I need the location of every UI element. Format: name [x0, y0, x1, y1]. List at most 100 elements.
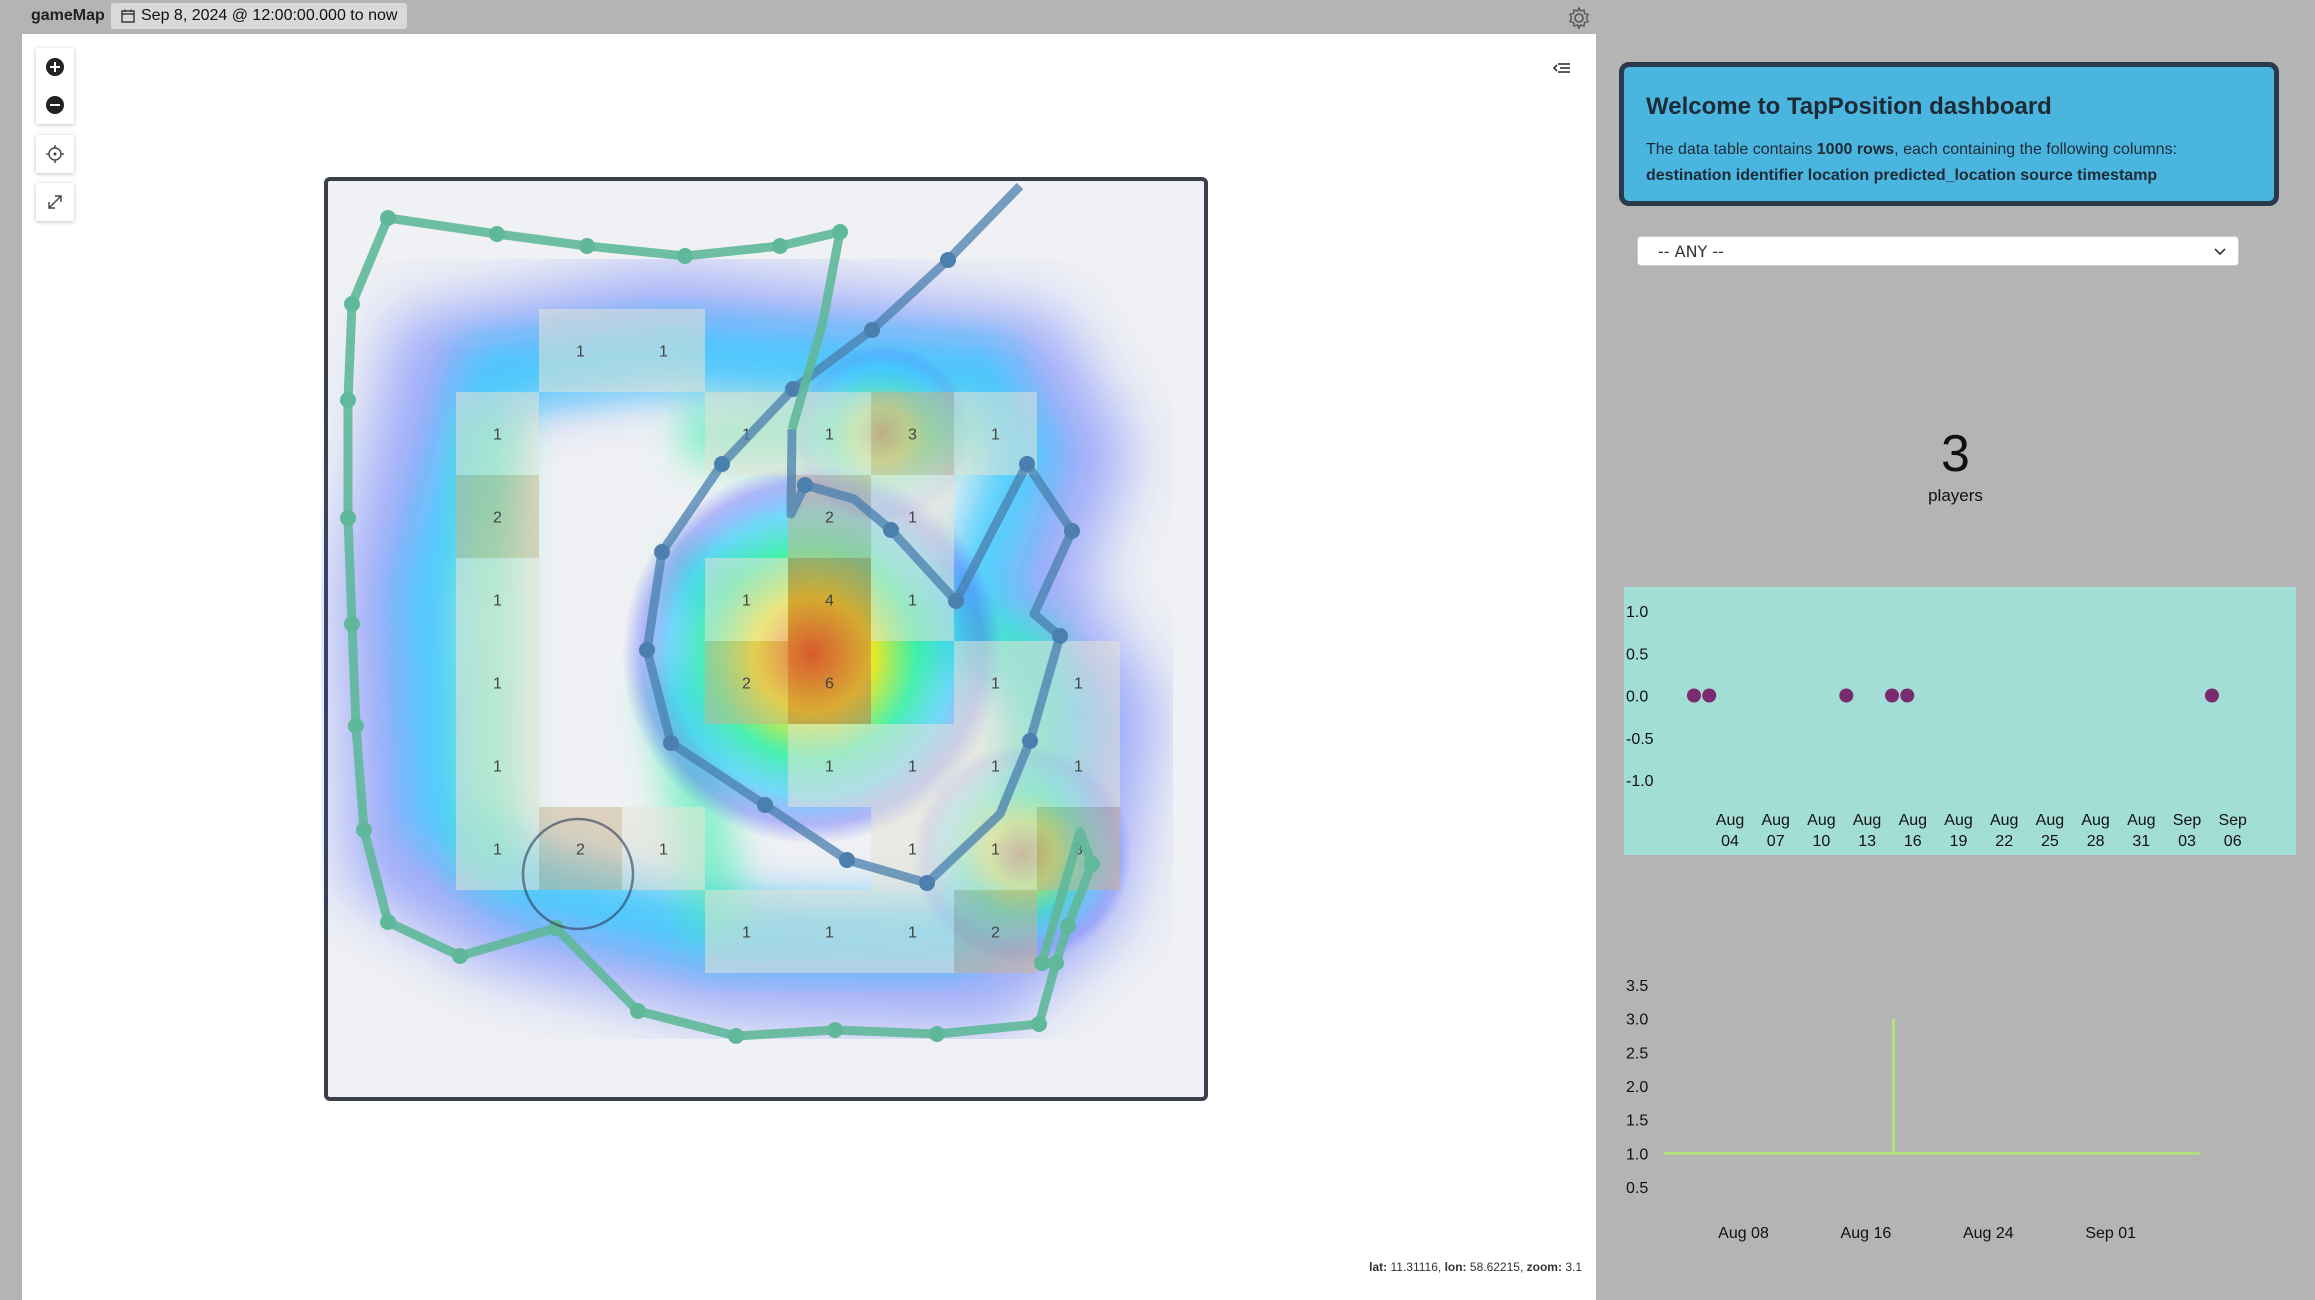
x-tick-label: 10: [1813, 833, 1831, 850]
y-tick-label: 2.0: [1626, 1079, 1648, 1096]
cursor-coordinates: lat: 11.31116, lon: 58.62215, zoom: 3.1: [1369, 1260, 1582, 1274]
x-tick-label: 04: [1721, 833, 1739, 850]
scatter-point: [2204, 688, 2219, 703]
line-chart-svg: 3.5 3.0 2.5 2.0 1.5 1.0 0.5 Aug 08 Aug 16 Aug 24 S…: [1626, 978, 2200, 1242]
scatter-point: [1839, 688, 1854, 703]
y-tick-label: -1.0: [1626, 773, 1654, 790]
x-tick-label: 22: [1995, 833, 2013, 850]
grid-cell-count: 1: [825, 427, 834, 444]
grid-cell: [788, 890, 871, 973]
top-bar: gameMap Sep 8, 2024 @ 12:00:00.000 to no…: [0, 0, 1600, 34]
zoom-out-button[interactable]: [36, 86, 74, 124]
player-count-label: players: [1928, 486, 1983, 505]
lon-label: lon:: [1444, 1260, 1467, 1274]
grid-cell-count: 1: [991, 427, 1000, 444]
dashboard-sidebar: Welcome to TapPosition dashboard The dat…: [1596, 34, 2315, 1300]
app-name: gameMap: [31, 7, 105, 24]
lat-label: lat:: [1369, 1260, 1388, 1274]
gear-icon[interactable]: [1567, 6, 1591, 30]
grid-cell: [954, 641, 1037, 724]
collapse-panel-icon[interactable]: [1550, 56, 1574, 80]
expand-icon: [48, 195, 62, 209]
grid-cell: [788, 641, 871, 724]
grid-cell: [871, 558, 954, 641]
x-tick-label: Sep: [2173, 812, 2202, 829]
y-tick-label: -0.5: [1626, 731, 1654, 748]
time-range-picker[interactable]: Sep 8, 2024 @ 12:00:00.000 to now: [111, 3, 408, 29]
line-chart: 3.5 3.0 2.5 2.0 1.5 1.0 0.5 Aug 08 Aug 16 Aug 24 S…: [1624, 927, 2296, 1257]
calendar-icon: [121, 9, 135, 23]
welcome-text: The data table contains 1000 rows, each …: [1646, 137, 2252, 189]
locate-button[interactable]: [36, 135, 74, 173]
x-tick-label: Aug: [2081, 812, 2109, 829]
zoom-in-button[interactable]: [36, 48, 74, 86]
grid-cell: [539, 309, 622, 392]
grid-cell-count: 1: [493, 593, 502, 610]
grid-cell: [871, 890, 954, 973]
grid-cell-count: 6: [825, 676, 834, 693]
grid-cell-count: 1: [493, 842, 502, 859]
x-tick-label: 03: [2178, 833, 2196, 850]
grid-cell-count: 2: [493, 510, 502, 527]
zoom-value: 3.1: [1565, 1260, 1582, 1274]
zoom-controls: [36, 48, 74, 124]
x-tick-label: Aug 16: [1841, 1225, 1892, 1242]
welcome-text-post: , each containing the following columns:: [1894, 141, 2178, 158]
grid-cell-count: 1: [493, 676, 502, 693]
grid-cell-count: 1: [908, 759, 917, 776]
grid-cell: [456, 392, 539, 475]
x-tick-label: Aug: [1899, 812, 1927, 829]
scatter-point: [1687, 688, 1701, 703]
x-tick-label: 28: [2087, 833, 2105, 850]
x-tick-label: Aug: [2127, 812, 2155, 829]
grid-cell: [788, 724, 871, 807]
grid-cell-count: 2: [991, 925, 1000, 942]
scatter-point: [1900, 688, 1915, 703]
x-tick-label: Aug: [1761, 812, 1789, 829]
grid-cell-count: 2: [742, 676, 751, 693]
x-tick-label: 06: [2224, 833, 2242, 850]
grid-cell: [456, 807, 539, 890]
grid-cell-count: 4: [825, 593, 834, 610]
grid-cell-count: 1: [576, 344, 585, 361]
scatter-chart-svg: 1.0 0.5 0.0 -0.5 -1.0 Aug 04 Aug 07 Aug 10 Aug 13 Aug…: [1626, 604, 2247, 850]
grid-cell-count: 1: [991, 842, 1000, 859]
lat-value: 11.31116,: [1390, 1260, 1442, 1274]
grid-cell-count: 1: [742, 925, 751, 942]
grid-cell: [1037, 724, 1120, 807]
zoom-in-icon: [46, 58, 64, 76]
grid-cell-count: 1: [1074, 759, 1083, 776]
grid-cell: [705, 890, 788, 973]
accuracy-circle: [521, 817, 635, 931]
zoom-out-icon: [46, 96, 64, 114]
fullscreen-button[interactable]: [36, 183, 74, 221]
y-tick-label: 3.0: [1626, 1012, 1648, 1029]
y-tick-label: 1.5: [1626, 1113, 1648, 1130]
grid-cell: [788, 558, 871, 641]
grid-cell-count: 1: [908, 593, 917, 610]
grid-cell-count: 1: [493, 427, 502, 444]
player-track-green-points: [340, 210, 1100, 1044]
x-tick-label: Sep 01: [2085, 1225, 2136, 1242]
time-range-label: Sep 8, 2024 @ 12:00:00.000 to now: [141, 7, 398, 24]
map-canvas[interactable]: 1 11 1 1 3 12 2 11 1 4 11 2 6 1 11 1 1 1 11 2 1 1 1 31 1 1 2: [22, 34, 1596, 1300]
column-list: destination identifier location predicte…: [1646, 167, 2158, 184]
x-tick-label: Sep: [2218, 812, 2247, 829]
scatter-chart: 1.0 0.5 0.0 -0.5 -1.0 Aug 04 Aug 07 Aug 10 Aug 13 Aug…: [1624, 587, 2296, 855]
grid-cell-count: 1: [825, 925, 834, 942]
player-filter-select[interactable]: -- ANY --: [1637, 236, 2239, 266]
y-tick-label: 1.0: [1626, 604, 1648, 621]
y-tick-label: 0.0: [1626, 689, 1648, 706]
y-tick-label: 1.0: [1626, 1146, 1648, 1163]
grid-cell-count: 1: [908, 510, 917, 527]
x-tick-label: Aug 24: [1963, 1225, 2014, 1242]
x-tick-label: Aug: [1716, 812, 1744, 829]
grid-cell: [456, 558, 539, 641]
series-line: [1664, 1018, 2200, 1155]
grid-cell-count: 1: [742, 593, 751, 610]
grid-cell: [705, 558, 788, 641]
grid-cell: [456, 475, 539, 558]
grid-cell-count: 1: [991, 759, 1000, 776]
x-tick-label: 31: [2132, 833, 2150, 850]
